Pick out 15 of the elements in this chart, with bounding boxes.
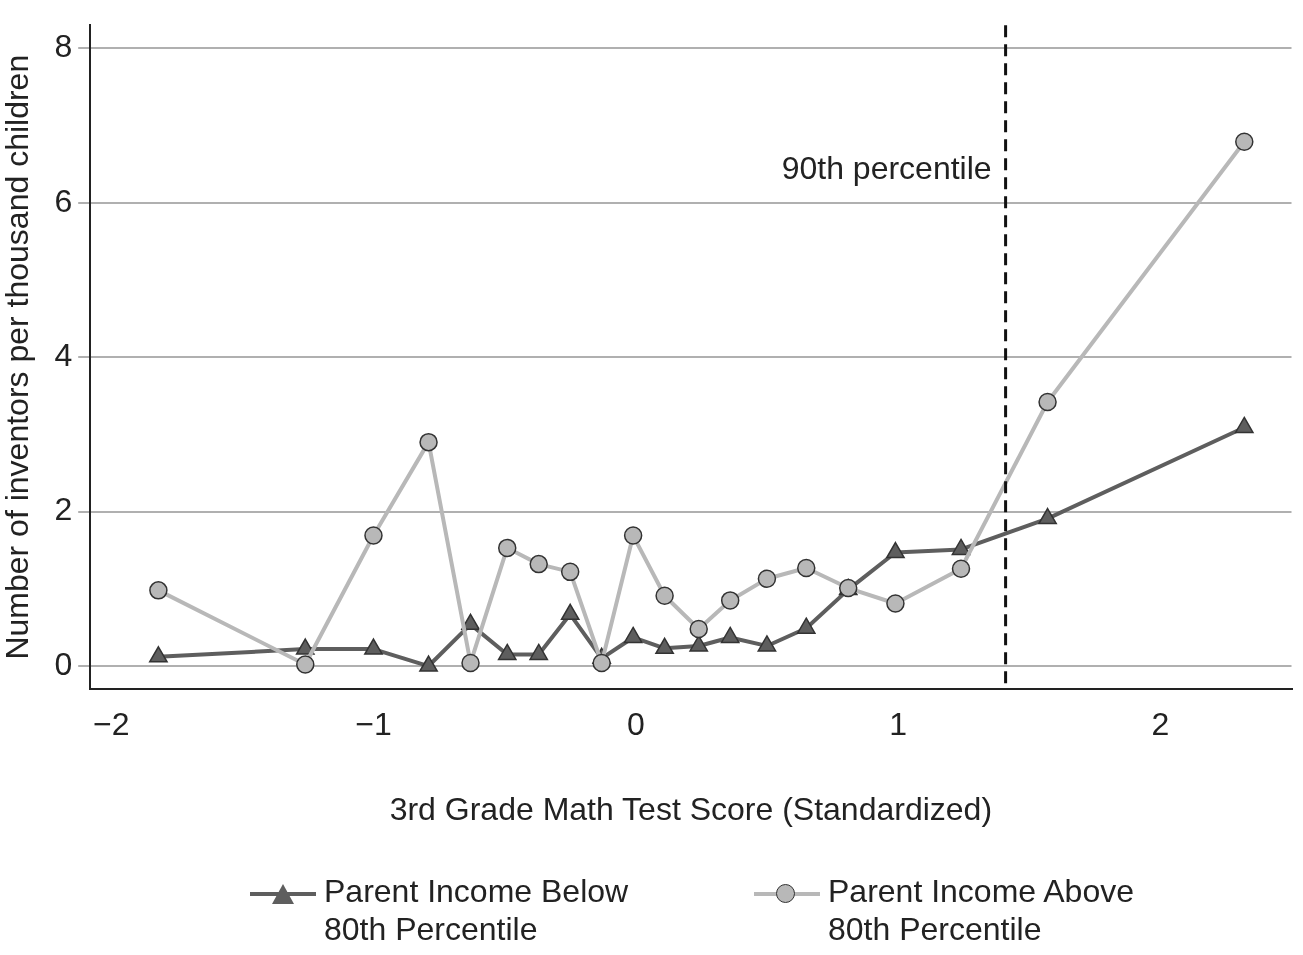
legend-label: Parent Income Below 80th Percentile <box>324 872 630 948</box>
x-axis-title: 3rd Grade Math Test Score (Standardized) <box>389 790 993 827</box>
y-tick-label: 4 <box>54 337 73 374</box>
x-tick-label: 0 <box>626 706 645 743</box>
y-axis-title: Number of inventors per thousand children <box>0 54 36 660</box>
y-tick-label: 0 <box>54 645 73 682</box>
ref-line-label: 90th percentile <box>781 150 992 187</box>
x-tick-label: 2 <box>1151 706 1170 743</box>
y-tick-label: 8 <box>54 28 73 65</box>
x-tick-label: −1 <box>355 706 392 743</box>
y-tick-label: 6 <box>54 182 73 219</box>
y-tick-label: 2 <box>54 491 73 528</box>
x-tick-label: −2 <box>92 706 130 743</box>
legend-label: Parent Income Above 80th Percentile <box>828 872 1135 948</box>
x-tick-label: 1 <box>889 706 907 743</box>
